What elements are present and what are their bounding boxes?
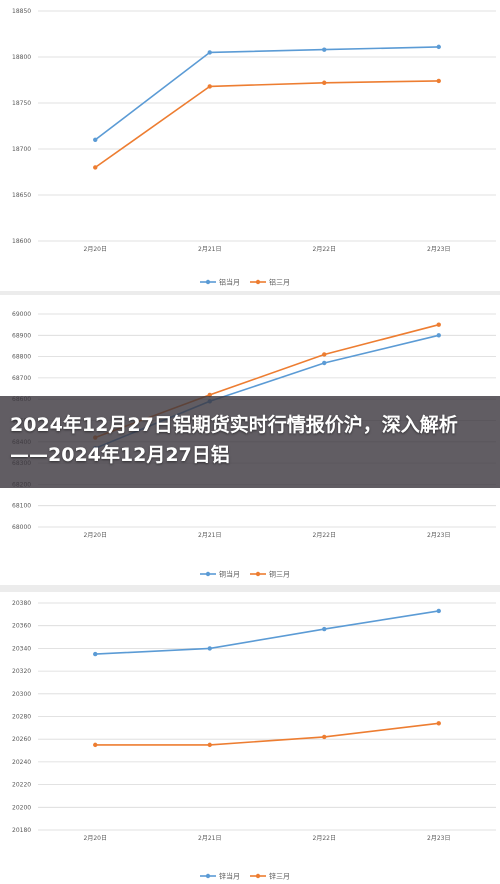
chart-panel-zinc: 20180 20200 20220 20240 20260 20280 20300 20320…: [0, 592, 500, 884]
data-point: [436, 78, 441, 84]
legend-marker: [205, 279, 211, 285]
y-tick-label: 20300: [12, 691, 31, 698]
y-tick-label: 20360: [12, 623, 31, 630]
data-point: [207, 742, 212, 748]
y-tick-label: 20280: [12, 714, 31, 721]
legend-marker: [205, 571, 211, 577]
data-point: [207, 50, 212, 55]
legend-label: 铝三月: [269, 278, 290, 287]
title-banner: [0, 396, 500, 488]
data-point: [322, 360, 327, 366]
x-tick-label: 2月21日: [198, 246, 221, 253]
y-tick-label: 68000: [12, 524, 31, 531]
x-tick-label: 2月21日: [198, 532, 221, 539]
y-tick-label: 20220: [12, 782, 31, 789]
x-tick-label: 2月20日: [84, 246, 107, 253]
data-point: [322, 352, 327, 357]
data-point: [322, 626, 327, 632]
data-point: [436, 44, 441, 50]
data-point: [93, 165, 98, 170]
y-tick-label: 18600: [12, 238, 31, 245]
data-point: [436, 608, 441, 614]
legend-label: 铝当月: [219, 278, 240, 287]
series-line-2: [94, 80, 439, 169]
x-tick-label: 2月23日: [427, 835, 450, 842]
x-tick-label: 2月23日: [427, 246, 450, 253]
legend-marker: [255, 279, 261, 285]
data-point: [93, 651, 98, 657]
x-tick-label: 2月23日: [427, 532, 450, 539]
y-tick-label: 68900: [12, 332, 31, 339]
data-point: [93, 137, 98, 142]
y-tick-label: 18750: [12, 100, 31, 107]
legend-label: 铜三月: [269, 570, 290, 579]
y-tick-label: 20240: [12, 759, 31, 766]
y-tick-label: 20200: [12, 804, 31, 811]
data-point: [436, 721, 441, 726]
x-tick-label: 2月22日: [313, 835, 336, 842]
series-line-2: [95, 722, 439, 746]
y-tick-label: 18700: [12, 146, 31, 153]
legend-marker: [255, 873, 261, 879]
x-tick-label: 2月21日: [198, 835, 221, 842]
chart-panel-aluminum: 18600 18650 18700 18750 18800 18850 2月20日 2月21日…: [0, 0, 500, 291]
y-tick-label: 18850: [12, 8, 31, 15]
y-tick-label: 20180: [12, 827, 31, 834]
x-tick-label: 2月20日: [84, 532, 107, 539]
legend-label: 铜当月: [219, 570, 240, 579]
series-line-1: [95, 610, 439, 655]
x-tick-label: 2月20日: [84, 835, 107, 842]
y-tick-label: 68700: [12, 375, 31, 382]
legend-marker: [205, 873, 211, 879]
x-tick-label: 2月22日: [313, 532, 336, 539]
y-tick-label: 68100: [12, 503, 31, 510]
y-tick-label: 20380: [12, 600, 31, 607]
y-tick-label: 68800: [12, 354, 31, 361]
data-point: [207, 84, 212, 89]
y-tick-label: 20260: [12, 736, 31, 743]
legend-label: 锌当月: [219, 872, 240, 881]
y-tick-label: 69000: [12, 311, 31, 318]
y-tick-label: 20340: [12, 645, 31, 652]
legend-marker: [255, 571, 261, 577]
x-tick-label: 2月22日: [313, 246, 336, 253]
data-point: [322, 47, 327, 52]
data-point: [322, 734, 327, 740]
series-line-1: [94, 46, 439, 141]
data-point: [207, 646, 212, 651]
y-tick-label: 20320: [12, 668, 31, 675]
article-title: 2024年12月27日铝期货实时行情报价沪，深入解析——2024年12月27日铝: [10, 414, 458, 466]
legend-label: 锌三月: [269, 872, 290, 881]
data-point: [436, 333, 441, 338]
y-tick-label: 18800: [12, 54, 31, 61]
data-point: [322, 80, 327, 85]
y-tick-label: 18650: [12, 192, 31, 199]
data-point: [93, 742, 98, 748]
data-point: [436, 322, 441, 327]
aluminum-line-chart: 18600 18650 18700 18750 18800 18850 2月20日 2月21日…: [12, 8, 496, 287]
zinc-line-chart: 20180 20200 20220 20240 20260 20280 20300 20320…: [12, 600, 496, 881]
